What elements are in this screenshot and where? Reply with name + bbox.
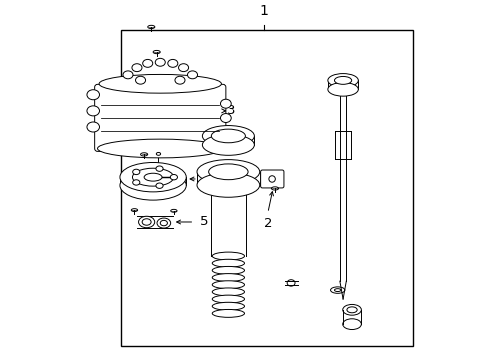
Text: 2: 2 <box>263 217 271 230</box>
Text: 1: 1 <box>259 4 268 18</box>
Ellipse shape <box>175 76 184 84</box>
Ellipse shape <box>140 153 147 156</box>
Ellipse shape <box>202 135 254 155</box>
Ellipse shape <box>334 289 340 292</box>
Ellipse shape <box>286 280 294 286</box>
Ellipse shape <box>212 259 244 267</box>
Ellipse shape <box>212 288 244 296</box>
Ellipse shape <box>132 180 140 185</box>
Ellipse shape <box>120 171 186 200</box>
Ellipse shape <box>99 75 221 93</box>
Ellipse shape <box>142 59 152 67</box>
Ellipse shape <box>197 173 259 197</box>
Ellipse shape <box>212 310 244 318</box>
Ellipse shape <box>212 281 244 289</box>
Ellipse shape <box>330 287 344 293</box>
Ellipse shape <box>132 168 173 186</box>
Ellipse shape <box>211 129 245 143</box>
Ellipse shape <box>327 82 358 96</box>
Ellipse shape <box>334 76 351 84</box>
Ellipse shape <box>97 139 223 158</box>
Ellipse shape <box>131 209 137 212</box>
Ellipse shape <box>87 106 99 116</box>
Ellipse shape <box>342 305 361 315</box>
Ellipse shape <box>178 64 188 72</box>
Ellipse shape <box>212 252 244 260</box>
FancyBboxPatch shape <box>95 84 225 151</box>
Ellipse shape <box>208 164 247 180</box>
Ellipse shape <box>87 90 99 100</box>
Text: 4: 4 <box>203 172 211 185</box>
Ellipse shape <box>212 295 244 303</box>
Ellipse shape <box>212 274 244 282</box>
Ellipse shape <box>346 307 356 313</box>
Ellipse shape <box>268 176 275 182</box>
Ellipse shape <box>132 169 140 175</box>
Ellipse shape <box>144 173 162 181</box>
Text: 3: 3 <box>226 104 235 117</box>
Ellipse shape <box>202 126 254 147</box>
Ellipse shape <box>153 50 160 54</box>
Ellipse shape <box>170 210 177 212</box>
Ellipse shape <box>271 187 278 190</box>
FancyBboxPatch shape <box>260 170 284 188</box>
Bar <box>121 30 412 346</box>
Ellipse shape <box>342 319 361 329</box>
Ellipse shape <box>132 64 142 72</box>
Ellipse shape <box>167 59 178 67</box>
Ellipse shape <box>220 99 231 108</box>
Ellipse shape <box>220 113 231 122</box>
Ellipse shape <box>147 25 155 28</box>
Ellipse shape <box>212 266 244 274</box>
Ellipse shape <box>170 175 177 180</box>
Ellipse shape <box>160 220 167 226</box>
Ellipse shape <box>120 162 186 192</box>
Ellipse shape <box>138 216 154 228</box>
Ellipse shape <box>327 73 358 87</box>
Ellipse shape <box>142 219 151 225</box>
Ellipse shape <box>197 159 259 184</box>
Ellipse shape <box>156 183 163 188</box>
Ellipse shape <box>156 152 160 155</box>
Ellipse shape <box>156 166 163 171</box>
Text: 5: 5 <box>199 216 208 229</box>
Ellipse shape <box>212 302 244 310</box>
Ellipse shape <box>155 58 165 66</box>
Ellipse shape <box>135 76 145 84</box>
Ellipse shape <box>122 71 133 79</box>
Ellipse shape <box>87 122 99 132</box>
Ellipse shape <box>187 71 197 79</box>
Ellipse shape <box>157 218 170 228</box>
